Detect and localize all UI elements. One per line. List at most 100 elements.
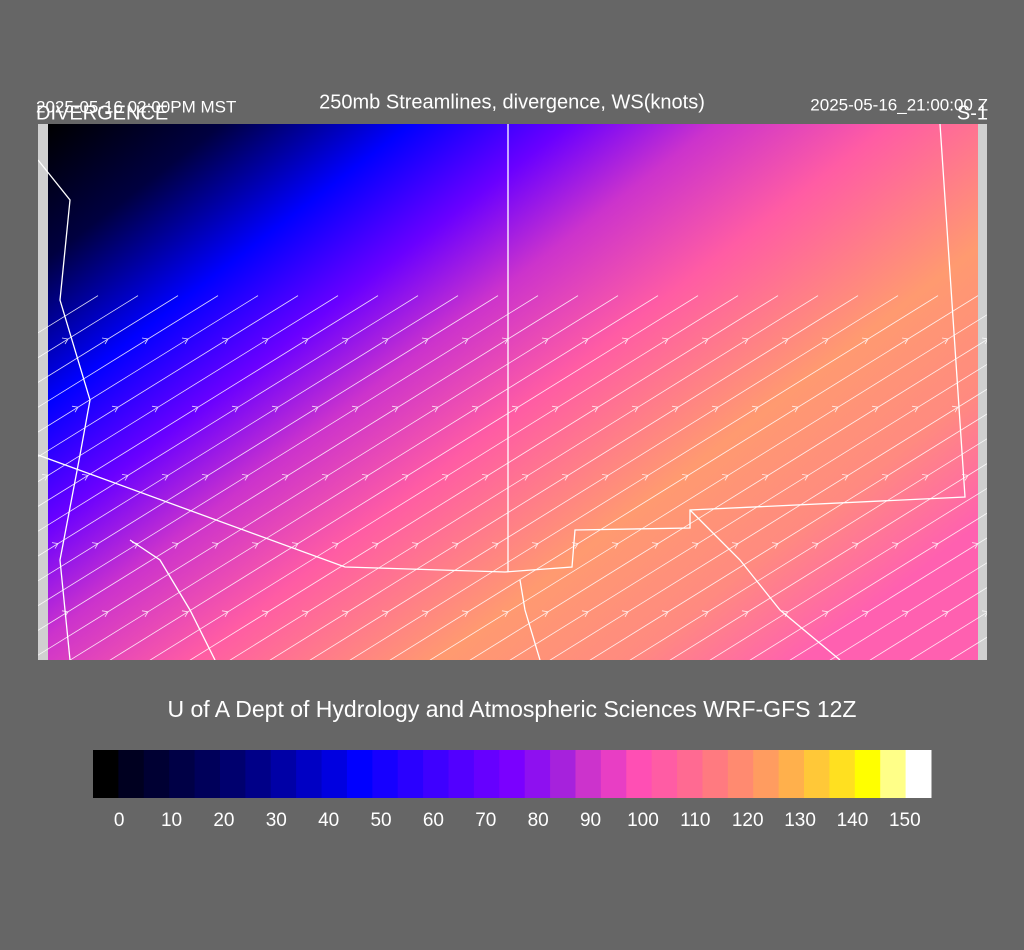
color-swatch: [448, 750, 475, 798]
streamline: [998, 296, 1024, 680]
color-swatch: [219, 750, 246, 798]
borders: [38, 124, 966, 660]
stream-arrow: [71, 405, 79, 413]
stream-arrow: [821, 337, 829, 345]
stream-arrow: [431, 405, 439, 413]
stream-arrow: [751, 405, 759, 413]
color-swatch: [575, 750, 602, 798]
color-swatch: [727, 750, 754, 798]
stream-arrow: [701, 337, 709, 345]
streamline: [38, 295, 339, 483]
stream-arrow: [261, 610, 269, 618]
streamline: [309, 295, 899, 660]
stream-arrow: [671, 405, 679, 413]
colorbar: 0 10 20 30 40 50 60 70 80 90 100 110 120 130 140 150: [93, 750, 932, 831]
streamline: [789, 537, 987, 660]
color-swatch: [423, 750, 450, 798]
stream-arrow: [261, 337, 269, 345]
stream-arrow: [301, 610, 309, 618]
stream-arrow: [621, 610, 629, 618]
stream-arrow: [821, 610, 829, 618]
stream-arrow: [1012, 543, 1018, 549]
stream-arrow: [891, 542, 899, 549]
stream-arrow: [111, 405, 119, 413]
stream-arrow: [731, 542, 739, 549]
stream-arrow: [581, 337, 589, 345]
stream-arrow: [981, 610, 987, 618]
streamline: [909, 611, 987, 660]
stream-arrow: [381, 610, 389, 618]
stream-arrow: [2, 474, 8, 480]
stream-arrow: [381, 337, 389, 345]
local-time: 2025-05-16 02:00PM MST: [36, 97, 236, 116]
tick-label: 40: [318, 810, 339, 831]
stream-arrow: [171, 542, 179, 549]
streamline: [38, 295, 539, 607]
tick-label: 70: [475, 810, 496, 831]
stream-arrow: [271, 405, 279, 413]
state-border: [38, 124, 966, 573]
stream-arrow: [591, 405, 599, 413]
stream-arrow: [941, 337, 949, 345]
streamline: [269, 295, 859, 660]
stream-arrow: [661, 610, 669, 618]
stream-arrow: [141, 610, 149, 618]
tick-label: 90: [580, 810, 601, 831]
streamline: [38, 295, 499, 582]
streamline: [38, 295, 179, 383]
stream-arrow: [151, 405, 159, 413]
utc-time: 2025-05-16_21:00:00 Z: [810, 95, 988, 114]
stream-arrow: [81, 474, 89, 481]
stream-arrow: [921, 474, 929, 481]
stream-arrow: [461, 337, 469, 345]
stream-arrow: [831, 405, 839, 413]
streamline: [38, 295, 579, 631]
stream-arrow: [201, 474, 209, 481]
stream-arrow: [61, 337, 69, 345]
stream-arrow: [101, 337, 109, 345]
streamline: [38, 295, 259, 433]
stream-arrow: [771, 542, 779, 549]
stream-arrow: [281, 474, 289, 481]
color-swatch: [473, 750, 500, 798]
stream-arrow: [951, 405, 959, 413]
streamline: [709, 487, 987, 660]
stream-arrow: [621, 337, 629, 345]
stream-arrow: [881, 474, 889, 481]
tick-label: 30: [266, 810, 287, 831]
stream-arrow: [931, 542, 939, 549]
stream-arrow: [511, 405, 519, 413]
stream-arrow: [351, 405, 359, 413]
stream-arrow: [691, 542, 699, 549]
stream-arrow: [221, 337, 229, 345]
stream-arrow: [481, 474, 489, 481]
stream-arrow: [341, 610, 349, 618]
stream-arrow: [721, 474, 729, 481]
color-swatch: [346, 750, 373, 798]
stream-arrow: [641, 474, 649, 481]
stream-arrow: [901, 610, 909, 618]
stream-arrow: [241, 474, 249, 481]
tick-label: 120: [732, 810, 764, 831]
stream-arrow: [521, 474, 529, 481]
color-swatch: [626, 750, 653, 798]
stream-arrow: [741, 610, 749, 618]
color-swatch: [194, 750, 221, 798]
streamline: [389, 295, 979, 660]
tick-label: 80: [528, 810, 549, 831]
field-label: DIVERGENCE: [36, 102, 168, 124]
streamline: [38, 295, 299, 458]
color-swatch: [524, 750, 551, 798]
color-swatch: [270, 750, 297, 798]
stream-arrow: [311, 405, 319, 413]
stream-arrow: [601, 474, 609, 481]
stream-arrow: [181, 610, 189, 618]
stream-arrow: [611, 542, 619, 549]
stream-arrow: [992, 406, 998, 412]
stream-arrow: [811, 542, 819, 549]
color-swatch: [499, 750, 526, 798]
stream-arrow: [12, 543, 18, 549]
tick-label: 10: [161, 810, 182, 831]
stream-arrow: [161, 474, 169, 481]
color-swatch: [651, 750, 678, 798]
